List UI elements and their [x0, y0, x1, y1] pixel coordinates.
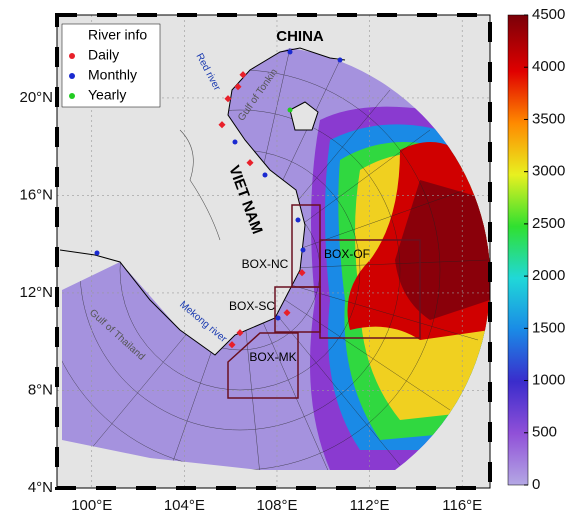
lon-tick-label: 104°E [164, 497, 205, 514]
lat-tick-label: 16°N [19, 186, 53, 203]
map-border [56, 14, 491, 489]
border [179, 129, 221, 241]
lat-tick-label: 20°N [19, 89, 53, 106]
colorbar-tick-label: 4500 [532, 6, 565, 23]
box-label: BOX-NC [242, 257, 289, 271]
box-label: BOX-SC [229, 299, 275, 313]
legend-marker [69, 53, 75, 59]
legend-marker [69, 73, 75, 79]
lon-tick-label: 108°E [256, 497, 297, 514]
graticule [57, 15, 490, 489]
lon-tick-label: 100°E [71, 497, 112, 514]
legend-label: Daily [88, 47, 119, 63]
box-label: BOX-OF [324, 247, 370, 261]
colorbar-tick-label: 2000 [532, 267, 565, 284]
legend-box [61, 23, 161, 108]
legend-title: River info [88, 27, 147, 43]
legend: Daily Monthly Yearly [69, 47, 137, 103]
legend-label: Monthly [88, 67, 137, 83]
lon-tick-label: 112°E [350, 497, 390, 514]
colorbar-tick-label: 2500 [532, 215, 565, 232]
lat-tick-label: 4°N [28, 479, 53, 496]
colorbar-tick-label: 3000 [532, 163, 565, 180]
lat-tick-label: 8°N [28, 381, 53, 398]
boxes [227, 204, 421, 399]
colorbar-tick-label: 500 [532, 424, 557, 441]
colorbar [507, 14, 529, 486]
colorbar-tick-label: 4000 [532, 58, 565, 75]
lon-tick-label: 116°E [442, 497, 482, 514]
lat-tick-label: 12°N [19, 284, 53, 301]
colorbar-tick-label: 1500 [532, 319, 565, 336]
colorbar-tick-label: 3500 [532, 110, 565, 127]
coastline [59, 47, 346, 356]
hainan [289, 101, 319, 131]
legend-label: Yearly [88, 87, 126, 103]
colorbar-tick-label: 0 [532, 476, 540, 493]
box-label: BOX-MK [249, 350, 296, 364]
river-markers [94, 49, 343, 349]
colorbar-tick-label: 1000 [532, 372, 565, 389]
label-china: CHINA [276, 28, 324, 45]
legend-marker [69, 93, 75, 99]
